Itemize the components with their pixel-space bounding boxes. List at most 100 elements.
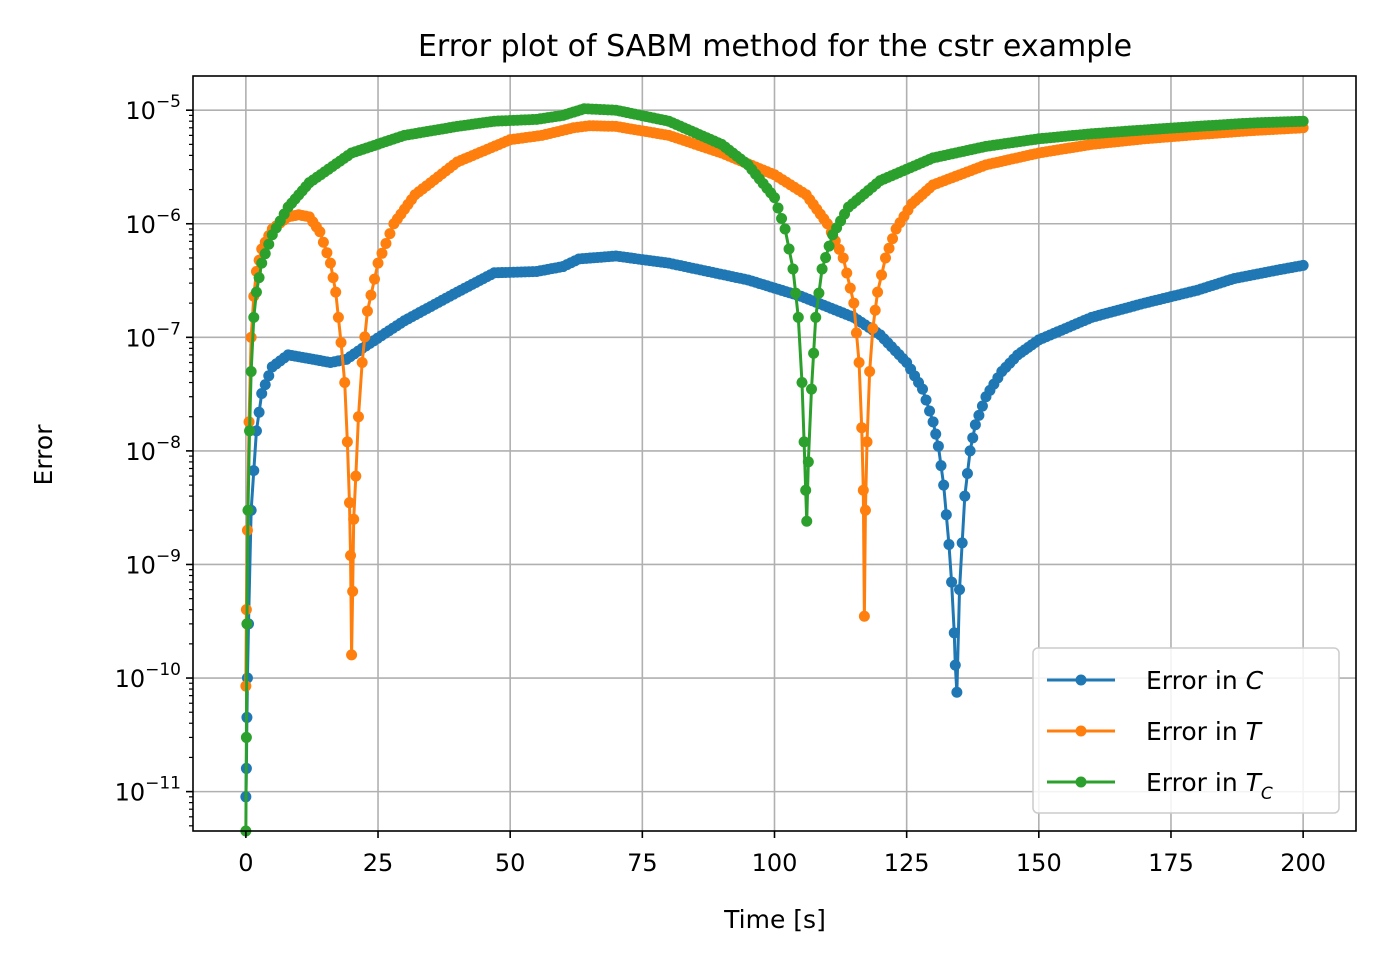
data-point — [339, 377, 351, 389]
data-point — [853, 357, 865, 369]
data-point — [359, 331, 371, 343]
data-point — [880, 252, 892, 264]
x-tick-label: 175 — [1148, 849, 1194, 877]
data-point — [938, 479, 950, 491]
data-point — [327, 272, 339, 284]
data-point — [820, 252, 832, 264]
data-point — [810, 311, 822, 323]
data-point — [806, 383, 817, 395]
data-point — [790, 287, 802, 299]
data-point — [946, 576, 958, 588]
data-point — [776, 213, 788, 224]
data-point — [976, 400, 988, 412]
data-point — [961, 468, 973, 479]
data-point — [1297, 259, 1309, 271]
data-point — [808, 347, 820, 359]
data-point — [943, 538, 955, 550]
data-point — [821, 218, 833, 230]
data-point — [796, 377, 808, 389]
data-point — [244, 425, 256, 437]
data-point — [848, 297, 860, 309]
data-point — [800, 484, 812, 496]
data-point — [887, 233, 899, 245]
data-point — [372, 257, 384, 269]
y-tick-label: 10−8 — [125, 433, 181, 466]
data-point — [330, 286, 342, 298]
legend-marker — [1075, 776, 1087, 788]
axis-ticks: 0 25 50 75 100 125 150 175 200 10−11 10−10 10−9 10−8… — [115, 92, 1326, 877]
y-tick-label: 10−10 — [115, 660, 181, 693]
legend-label: Error in T — [1146, 717, 1263, 746]
data-point — [324, 257, 336, 269]
data-point — [816, 263, 828, 275]
data-point — [376, 247, 388, 259]
x-tick-label: 0 — [238, 849, 253, 877]
x-tick-label: 50 — [495, 849, 526, 877]
data-point — [856, 422, 868, 434]
legend-marker — [1075, 725, 1087, 737]
x-tick-label: 150 — [1016, 849, 1062, 877]
legend-label: Error in C — [1146, 666, 1264, 695]
y-tick-label: 10−5 — [125, 92, 181, 125]
data-point — [248, 465, 260, 477]
data-point — [850, 327, 862, 339]
data-point — [242, 504, 254, 516]
data-point — [930, 428, 942, 440]
data-point — [844, 282, 856, 294]
data-point — [253, 406, 265, 418]
data-point — [259, 248, 271, 260]
plot-series — [240, 103, 1309, 837]
data-point — [967, 432, 979, 444]
y-tick-label: 10−7 — [125, 319, 181, 352]
y-tick-label: 10−6 — [125, 206, 181, 239]
data-point — [973, 409, 985, 421]
data-point — [956, 537, 968, 549]
data-point — [869, 304, 881, 316]
legend-marker — [1075, 674, 1087, 686]
x-tick-label: 200 — [1280, 849, 1326, 877]
data-point — [867, 322, 879, 334]
x-tick-label: 75 — [627, 849, 658, 877]
data-point — [823, 240, 835, 252]
data-point — [346, 649, 358, 661]
data-point — [352, 411, 364, 423]
data-point — [772, 202, 784, 214]
data-point — [783, 243, 795, 255]
data-point — [361, 305, 373, 317]
data-point — [343, 497, 355, 509]
data-point — [348, 513, 360, 525]
data-point — [779, 223, 791, 235]
x-tick-label: 125 — [884, 849, 930, 877]
data-point — [787, 263, 799, 275]
data-point — [935, 460, 947, 472]
x-axis-label: Time [s] — [723, 905, 826, 934]
chart-title: Error plot of SABM method for the cstr e… — [418, 29, 1132, 64]
data-point — [859, 504, 871, 516]
data-point — [969, 419, 981, 431]
data-point — [369, 273, 380, 285]
data-point — [248, 311, 260, 323]
data-point — [920, 394, 932, 406]
data-point — [858, 610, 870, 622]
data-point — [384, 228, 396, 240]
data-point — [365, 289, 377, 301]
data-point — [350, 470, 362, 482]
data-point — [924, 405, 936, 417]
data-point — [949, 659, 961, 671]
data-point — [263, 370, 275, 382]
data-point — [798, 436, 810, 448]
data-point — [380, 237, 392, 249]
y-axis-label: Error — [29, 424, 58, 486]
data-point — [332, 311, 344, 323]
legend: Error in C Error in T Error in TC — [1032, 647, 1340, 814]
data-point — [241, 618, 253, 630]
data-point — [263, 238, 275, 250]
data-point — [948, 627, 960, 639]
data-point — [883, 242, 895, 254]
data-point — [927, 416, 939, 428]
data-point — [932, 440, 944, 452]
data-point — [317, 236, 329, 248]
legend-label: Error in TC — [1146, 768, 1273, 804]
data-point — [954, 584, 966, 596]
